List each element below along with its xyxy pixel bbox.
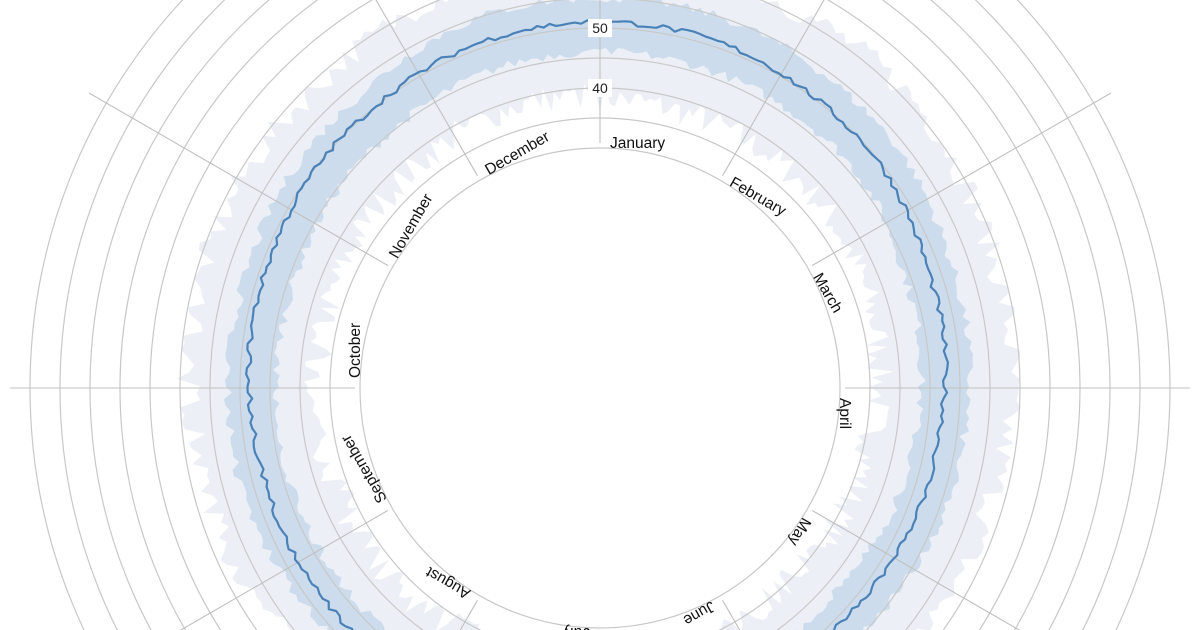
- month-label-april: April: [836, 398, 853, 429]
- mean-temperature-line-group: [245, 19, 949, 630]
- month-spoke: [811, 510, 1021, 630]
- month-label-october: October: [347, 323, 364, 378]
- month-label-august: August: [422, 563, 473, 602]
- month-label-july: July: [562, 624, 590, 630]
- month-spoke: [375, 0, 478, 177]
- ring-labels: 40 50: [588, 19, 612, 97]
- month-labels: January February March April May June July Augu…: [338, 128, 853, 630]
- grid-ring: [329, 117, 871, 630]
- month-label-february: February: [727, 174, 789, 220]
- record-range-band: [177, 0, 1021, 630]
- mean-temperature-line: [245, 19, 949, 630]
- month-spoke: [179, 510, 389, 630]
- temperature-bands: [177, 0, 1021, 630]
- ring-label-40: 40: [592, 80, 608, 96]
- month-spoke: [88, 92, 389, 266]
- normal-range-band: [223, 0, 974, 630]
- month-spoke: [811, 92, 1112, 266]
- month-label-march: March: [809, 270, 845, 316]
- month-label-june: June: [680, 597, 718, 629]
- month-label-may: May: [785, 515, 814, 549]
- ring-label-background: [588, 19, 612, 37]
- ring-label-50: 50: [592, 20, 608, 36]
- month-label-january: January: [610, 135, 665, 152]
- month-spoke: [722, 0, 825, 177]
- month-label-december: December: [482, 128, 552, 178]
- month-spokes: [10, 0, 1190, 630]
- grid-ring: [359, 147, 841, 629]
- ring-label-background: [588, 79, 612, 97]
